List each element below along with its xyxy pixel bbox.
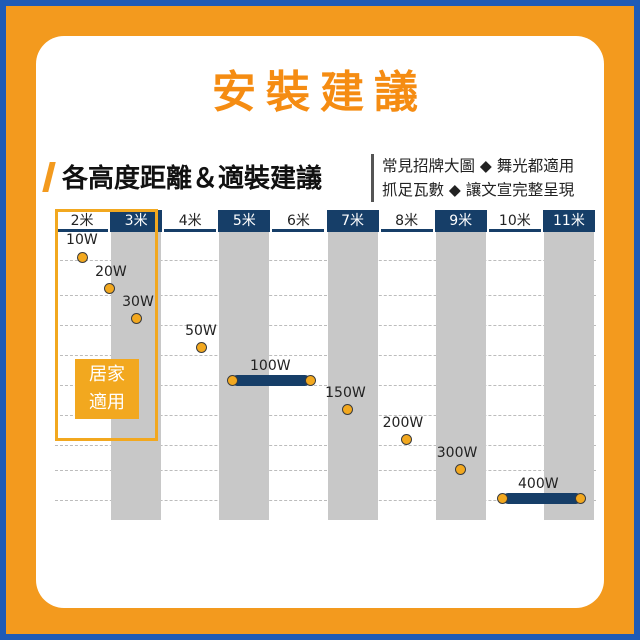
height-header: 9米 xyxy=(434,210,487,232)
gridline xyxy=(55,355,596,356)
home-use-label-line2: 適用 xyxy=(89,392,125,413)
height-header: 5米 xyxy=(218,210,271,232)
wattage-label: 50W xyxy=(185,323,217,339)
gridline xyxy=(55,500,596,501)
wattage-marker xyxy=(575,492,587,504)
height-column-shade xyxy=(543,232,594,520)
height-column-shade xyxy=(435,232,486,520)
wattage-label: 150W xyxy=(325,385,366,401)
height-header: 3米 xyxy=(110,210,163,232)
height-header: 10米 xyxy=(488,210,541,232)
height-header: 8米 xyxy=(380,210,433,232)
gridline xyxy=(55,385,596,386)
height-header: 11米 xyxy=(542,210,595,232)
height-header: 6米 xyxy=(272,210,325,232)
home-use-frame xyxy=(55,209,158,441)
wattage-marker xyxy=(76,251,88,263)
height-header: 2米 xyxy=(56,210,109,232)
wattage-marker xyxy=(226,374,238,386)
wattage-marker xyxy=(304,374,316,386)
height-header: 4米 xyxy=(164,210,217,232)
wattage-marker xyxy=(497,492,509,504)
home-use-label-line1: 居家 xyxy=(89,364,125,385)
section-subtitle: 各高度距離＆適裝建議 xyxy=(62,164,323,194)
wattage-range-bar xyxy=(502,492,581,504)
page-title: 安裝建議 xyxy=(212,67,428,118)
wattage-range-bar xyxy=(232,374,311,386)
note-line-2: 抓足瓦數 ◆ 讓文宣完整呈現 xyxy=(382,181,575,199)
wattage-marker xyxy=(130,312,142,324)
wattage-marker xyxy=(455,463,467,475)
height-header: 7米 xyxy=(326,210,379,232)
wattage-label: 100W xyxy=(250,358,291,374)
wattage-label: 20W xyxy=(95,264,127,280)
wattage-marker xyxy=(195,341,207,353)
gridline xyxy=(55,470,596,471)
height-column-shade xyxy=(327,232,378,520)
home-use-label: 居家 適用 xyxy=(75,359,139,419)
wattage-marker xyxy=(401,433,413,445)
wattage-label: 10W xyxy=(66,232,98,248)
wattage-label: 200W xyxy=(382,415,424,431)
gridline xyxy=(55,295,596,296)
gridline xyxy=(55,260,596,261)
wattage-marker xyxy=(341,403,353,415)
wattage-marker xyxy=(103,282,115,294)
wattage-label: 30W xyxy=(122,294,154,310)
gridline xyxy=(55,325,596,326)
subtitle-accent xyxy=(42,162,56,192)
wattage-label: 400W xyxy=(518,476,559,492)
note-line-1: 常見招牌大圖 ◆ 舞光都適用 xyxy=(382,157,575,175)
gridline xyxy=(55,415,596,416)
wattage-label: 300W xyxy=(436,445,478,461)
note-divider xyxy=(371,154,374,202)
gridline xyxy=(55,445,596,446)
